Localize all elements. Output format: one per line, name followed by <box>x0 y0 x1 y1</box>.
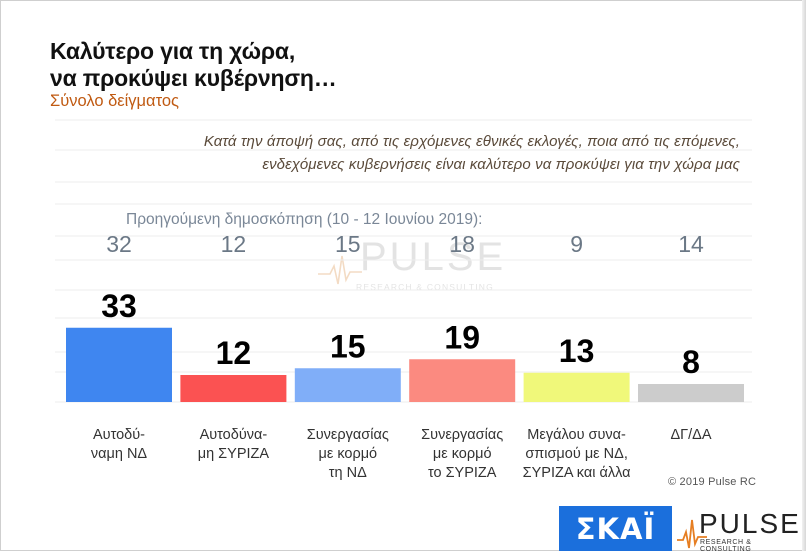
category-label: με κορμό <box>318 446 377 462</box>
category-label: Συνεργασίας <box>421 427 503 443</box>
previous-survey-label: Προηγούμενη δημοσκόπηση (10 - 12 Ιουνίου… <box>126 211 483 228</box>
previous-values: 32 12 15 18 9 14 <box>106 231 704 257</box>
frame-shadow <box>802 0 806 551</box>
pulse-watermark: PULSE RESEARCH & CONSULTING <box>318 236 506 292</box>
previous-value-label: 12 <box>221 231 247 257</box>
pulse-logo: PULSE RESEARCH & CONSULTING <box>677 508 799 553</box>
value-label: 12 <box>216 335 252 371</box>
category-label: Μεγάλου συνα- <box>527 427 626 443</box>
category-label: Αυτοδύνα- <box>200 427 268 443</box>
value-label: 15 <box>330 328 366 364</box>
category-label: ναμη ΝΔ <box>91 446 148 462</box>
previous-value-label: 9 <box>570 231 583 257</box>
watermark-word: PULSE <box>360 236 506 279</box>
category-label: Αυτοδύ- <box>93 427 145 443</box>
bar <box>409 359 516 402</box>
previous-value-label: 32 <box>106 231 132 257</box>
previous-value-label: 15 <box>335 231 361 257</box>
category-label: Συνεργασίας <box>307 427 389 443</box>
pulse-logo-sub: RESEARCH & CONSULTING <box>700 539 752 553</box>
chart-subtitle: Σύνολο δείγματος <box>50 92 180 110</box>
bar <box>523 372 630 402</box>
bar <box>638 384 744 402</box>
category-label: το ΣΥΡΙΖΑ <box>428 465 497 481</box>
category-labels: Αυτοδύ-ναμη ΝΔ Αυτοδύνα-μη ΣΥΡΙΖΑ Συνεργασ… <box>91 427 712 481</box>
watermark-sub: RESEARCH & CONSULTING <box>356 282 494 292</box>
pulse-line-icon <box>677 519 707 549</box>
bar <box>294 368 401 402</box>
chart-title: Καλύτερο για τη χώρα, να προκύψει κυβέρν… <box>50 38 337 92</box>
survey-question-line-1: Κατά την άποψή σας, από τις ερχόμενες εθ… <box>203 133 740 150</box>
value-label: 13 <box>559 333 595 369</box>
category-label: σπισμού με ΝΔ, <box>525 446 628 462</box>
bar <box>66 327 172 402</box>
survey-question: Κατά την άποψή σας, από τις ερχόμενες εθ… <box>120 130 740 176</box>
pulse-logo-word: PULSE <box>699 508 801 539</box>
watermark-pulse-line-icon <box>318 255 362 285</box>
bars <box>66 327 744 402</box>
skai-logo-text: ΣΚΑΪ <box>575 511 656 546</box>
previous-value-label: 18 <box>449 231 475 257</box>
category-label: μη ΣΥΡΙΖΑ <box>198 446 270 462</box>
category-label: ΔΓ/ΔΑ <box>670 427 711 443</box>
copyright: © 2019 Pulse RC <box>668 476 757 488</box>
value-label: 33 <box>101 288 137 324</box>
chart-title-line-2: να προκύψει κυβέρνηση… <box>50 65 337 91</box>
bar <box>180 375 287 402</box>
value-label: 19 <box>444 319 480 355</box>
category-label: με κορμό <box>433 446 492 462</box>
skai-logo: ΣΚΑΪ <box>559 506 672 551</box>
value-label: 8 <box>682 344 700 380</box>
category-label: ΣΥΡΙΖΑ και άλλα <box>523 465 631 481</box>
chart-title-line-1: Καλύτερο για τη χώρα, <box>50 38 296 64</box>
value-labels: 33 12 15 19 13 8 <box>101 288 700 380</box>
previous-value-label: 14 <box>678 231 704 257</box>
category-label: τη ΝΔ <box>329 465 367 481</box>
survey-question-line-2: ενδεχόμενες κυβερνήσεις είναι καλύτερο ν… <box>262 156 740 173</box>
